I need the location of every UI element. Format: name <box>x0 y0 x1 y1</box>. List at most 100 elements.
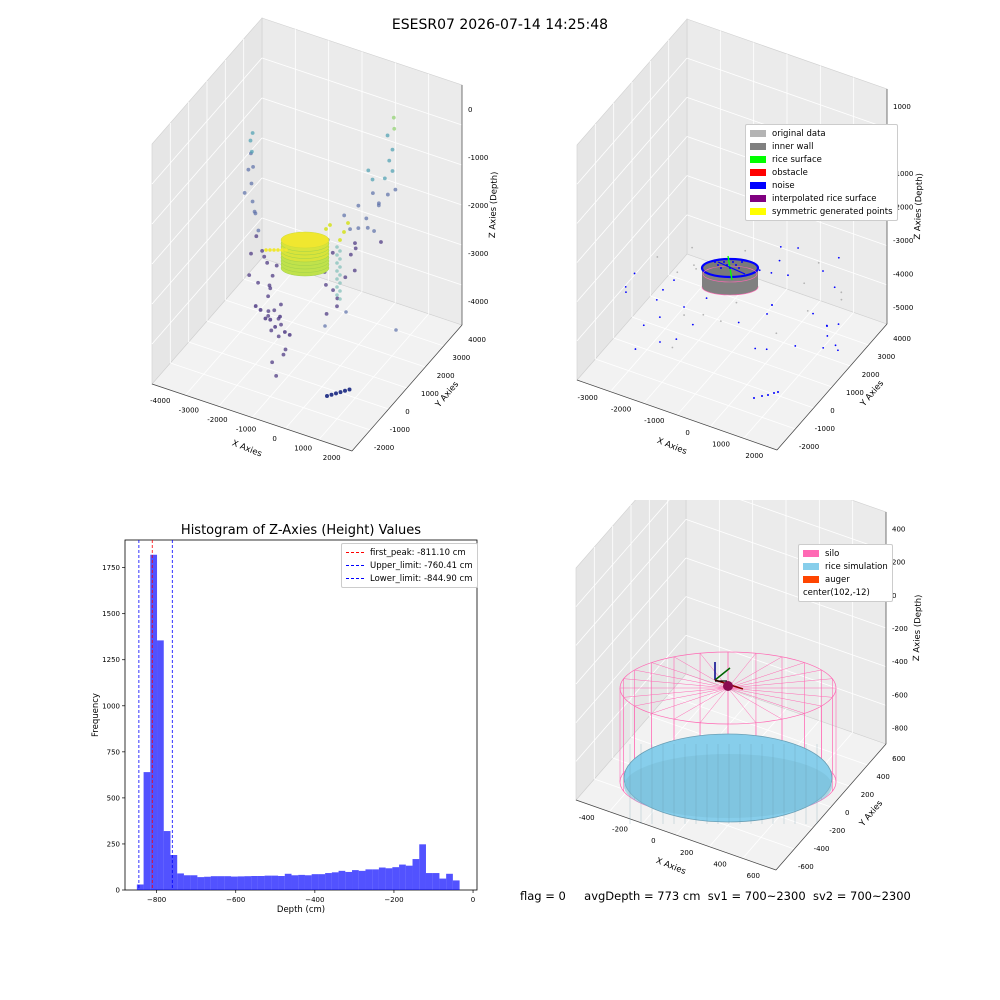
histogram-bar <box>284 873 292 890</box>
raw-data-point <box>324 282 328 287</box>
histogram-bar <box>244 876 252 890</box>
classify-data-point <box>633 272 636 275</box>
classify-x-tick-label: -3000 <box>577 394 597 402</box>
classify-data-point <box>658 316 661 319</box>
raw-data-point <box>334 391 338 396</box>
classify-z-tick-label: -5000 <box>893 304 913 312</box>
raw-data-point <box>265 260 270 265</box>
classify-data-point <box>840 291 843 294</box>
raw-data-point <box>348 227 352 232</box>
raw-data-point <box>280 248 284 252</box>
raw-data-point <box>328 223 332 227</box>
raw-data-point <box>391 115 396 120</box>
classify-data-point <box>766 313 768 315</box>
silo-roof-line <box>634 687 729 707</box>
raw-data-point <box>250 131 255 135</box>
raw-data-point <box>385 133 390 138</box>
raw-data-point <box>346 221 350 225</box>
raw-data-point <box>335 245 339 249</box>
raw-data-point <box>278 314 282 319</box>
simulation-grid-line <box>667 694 868 766</box>
legend-item: auger <box>803 573 888 586</box>
raw-data-point <box>352 268 357 273</box>
legend-item: center(102,-12) <box>803 586 888 599</box>
legend-item: first_peak: -811.10 cm <box>346 546 473 559</box>
raw-data-point <box>247 273 252 278</box>
raw-data-point <box>270 360 275 365</box>
classify-grid-line <box>686 57 888 129</box>
raw-data-point <box>348 252 353 257</box>
legend-label: rice simulation <box>825 561 888 572</box>
histogram-bar <box>352 870 359 890</box>
histogram-bar <box>392 867 400 890</box>
legend-label: inner wall <box>772 141 814 152</box>
raw-data-point <box>242 191 247 195</box>
raw-y-tick-label: 4000 <box>468 336 486 344</box>
simulation-y-tick-label: 400 <box>876 773 889 781</box>
simulation-z-tick-label: 0 <box>892 592 896 600</box>
simulation-grid-line <box>740 500 887 552</box>
silo-roof-line <box>727 687 822 707</box>
histogram-bar <box>143 772 151 890</box>
silo-roof-line <box>727 687 833 698</box>
classify-data-point <box>822 346 825 349</box>
raw-data-point <box>338 390 343 395</box>
histogram-bar <box>452 880 460 890</box>
histogram-y-tick-label: 500 <box>107 794 120 802</box>
raw-data-point <box>274 373 279 378</box>
legend-item: symmetric generated points <box>750 205 893 218</box>
raw-data-point <box>370 191 375 196</box>
simulation-y-tick-label: -600 <box>798 863 814 871</box>
classify-data-point <box>705 297 708 300</box>
raw-data-point <box>248 138 253 143</box>
raw-data-point <box>269 328 274 333</box>
classify-data-point <box>691 246 694 249</box>
raw-y-tick-label: 1000 <box>421 390 439 398</box>
simulation-y-tick-label: 0 <box>845 809 849 817</box>
center-y-arrow <box>714 667 731 681</box>
raw-data-point <box>251 164 255 169</box>
raw-y-tick-label: -1000 <box>390 426 410 434</box>
raw-data-point <box>365 225 370 230</box>
raw-data-point <box>335 285 339 289</box>
classify-data-point <box>779 245 782 248</box>
raw-data-point <box>324 311 329 316</box>
classify-noise-line <box>717 261 746 275</box>
raw-data-point <box>353 246 358 251</box>
raw-3d-axes: -4000 -3000 -2000 -1000 0 1000 2000 -2000 -1000 0… <box>150 17 500 462</box>
legend-label: auger <box>825 574 850 585</box>
auger-marker <box>723 681 733 691</box>
histogram-bar <box>446 873 453 890</box>
raw-y-tick-label: -2000 <box>374 444 394 452</box>
histogram-bar <box>412 859 420 890</box>
histogram-x-tick-label: 0 <box>471 896 475 904</box>
classify-legend: original data inner wall rice surface obsta… <box>745 124 898 221</box>
raw-data-point <box>342 230 346 234</box>
raw-data-point <box>272 308 277 313</box>
histogram-bar <box>177 873 184 890</box>
legend-label: interpolated rice surface <box>772 193 877 204</box>
histogram-y-tick-label: 1000 <box>102 702 120 710</box>
raw-grid-line <box>243 278 444 347</box>
classify-data-point <box>803 282 806 285</box>
legend-item: rice simulation <box>803 560 888 573</box>
raw-data-point <box>372 229 376 233</box>
legend-item: Upper_limit: -760.41 cm <box>346 559 473 572</box>
raw-data-point <box>393 187 398 192</box>
raw-z-tick-label: -4000 <box>468 298 488 306</box>
classify-data-point <box>624 285 627 288</box>
histogram-legend: first_peak: -811.10 cm Upper_limit: -760.… <box>341 543 478 588</box>
histogram-bar <box>311 874 319 890</box>
raw-z-tick-label: 0 <box>468 106 472 114</box>
classify-noise-point <box>720 267 722 269</box>
raw-data-point <box>276 334 281 339</box>
figure-title: ESESR07 2026-07-14 14:25:48 <box>391 17 609 33</box>
raw-data-point <box>254 234 259 239</box>
silo-roof-line <box>651 687 729 714</box>
histogram-panel: Histogram of Z-Axies (Height) Values −80… <box>0 500 500 1000</box>
raw-data-point <box>392 126 397 131</box>
histogram-y-tick-label: 750 <box>107 748 120 756</box>
raw-data-point <box>338 238 342 242</box>
raw-data-point <box>325 394 329 398</box>
classify-noise-point <box>729 267 731 269</box>
